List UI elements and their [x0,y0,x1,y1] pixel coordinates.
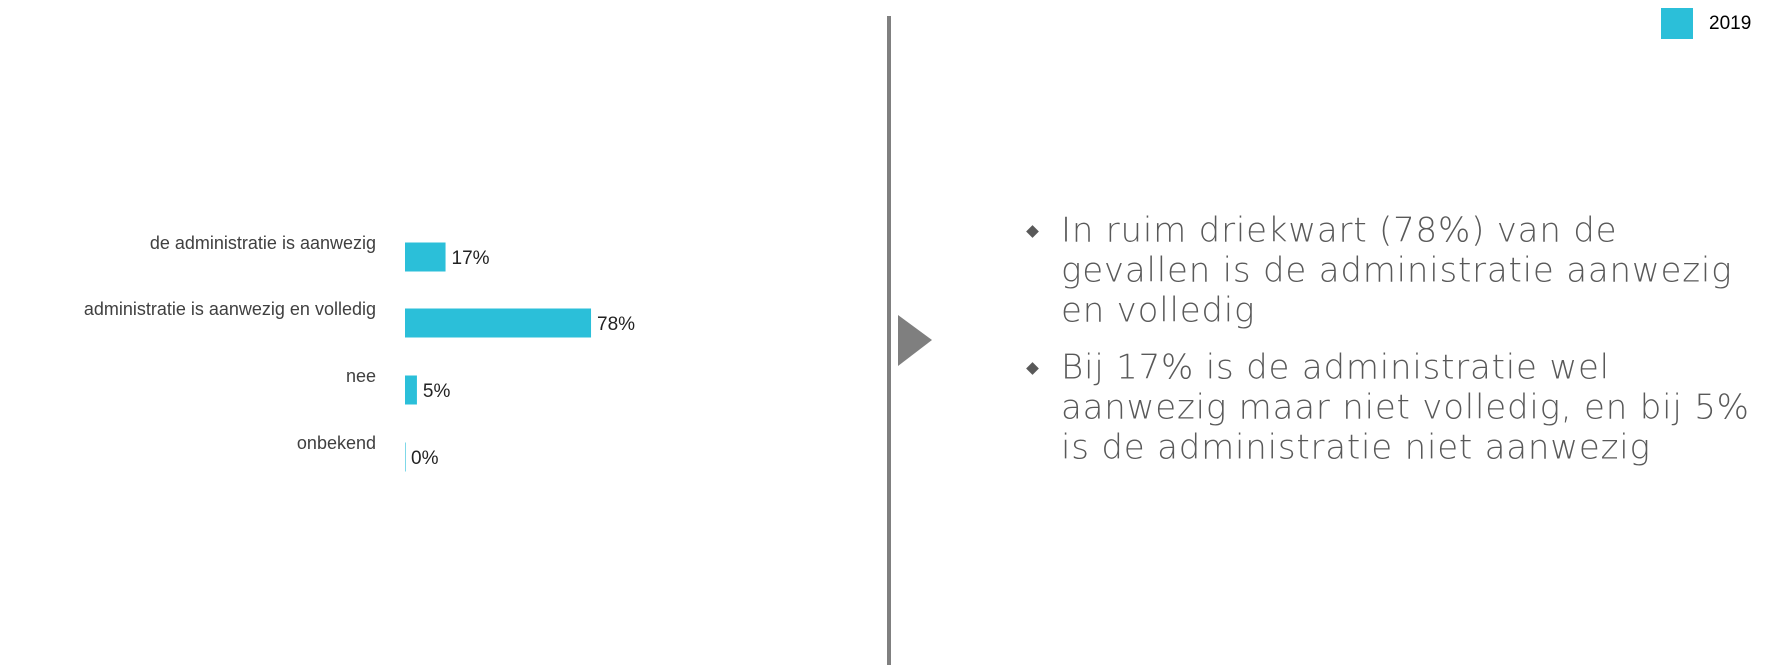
bullet-text: is de administratie niet aanwezig [1061,428,1651,468]
bullet-text: gevallen is de administratie aanwezig [1061,251,1732,291]
legend-swatch [1661,8,1693,39]
legend-label: 2019 [1709,13,1751,34]
bullet-text: en volledig [1061,291,1255,331]
bullet-marker [1026,362,1039,375]
bar [405,375,417,405]
category-label: nee [346,366,376,386]
bullet-marker [1026,225,1039,238]
category-label: administratie is aanwezig en volledig [84,299,376,319]
category-label: onbekend [297,433,376,453]
arrow [898,315,932,366]
value-label: 5% [423,381,451,402]
bullet-text: Bij 17% is de administratie wel [1061,348,1610,388]
bullet-text: aanwezig maar niet volledig, en bij 5% [1061,388,1750,428]
category-label: de administratie is aanwezig [150,233,376,253]
bar [405,308,592,338]
bar [405,242,446,272]
value-label: 0% [411,448,439,469]
bullet-text: In ruim driekwart (78%) van de [1061,211,1617,251]
value-label: 17% [452,248,490,269]
value-label: 78% [597,314,635,335]
